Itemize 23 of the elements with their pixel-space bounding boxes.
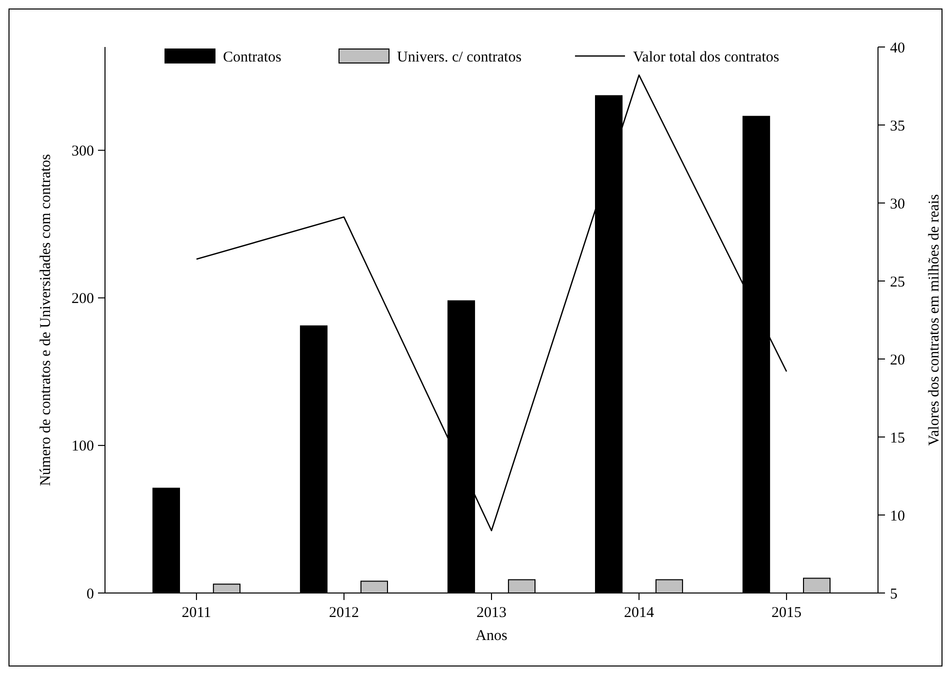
y2-tick-label: 40 (890, 40, 905, 56)
y2-tick-label: 35 (890, 118, 905, 134)
legend-label: Contratos (223, 49, 282, 66)
y2-tick-label: 10 (890, 508, 905, 524)
x-tick-label: 2015 (772, 605, 802, 621)
y-tick-label: 200 (72, 291, 94, 308)
y-axis-title: Número de contratos e de Universidades com contratos (38, 154, 54, 486)
x-tick-label: 2011 (182, 605, 212, 621)
y-tick-label: 0 (86, 586, 94, 602)
y2-tick-label: 25 (890, 274, 905, 290)
y-tick-label: 100 (72, 438, 94, 455)
y2-tick-label: 20 (890, 352, 905, 368)
x-tick-label: 2014 (624, 605, 655, 621)
y-tick-label: 300 (72, 144, 94, 160)
y2-axis-title: Valores dos contratos em milhões de reais (926, 194, 942, 446)
x-axis-title: Anos (476, 628, 508, 644)
x-tick-label: 2012 (328, 605, 359, 621)
x-tick-label: 2013 (476, 605, 506, 621)
legend-label: Univers. c/ contratos (397, 49, 522, 66)
y2-tick-label: 5 (890, 586, 898, 602)
y2-tick-label: 15 (890, 430, 905, 446)
legend-label: Valor total dos contratos (633, 49, 780, 66)
y2-tick-label: 30 (890, 196, 905, 212)
